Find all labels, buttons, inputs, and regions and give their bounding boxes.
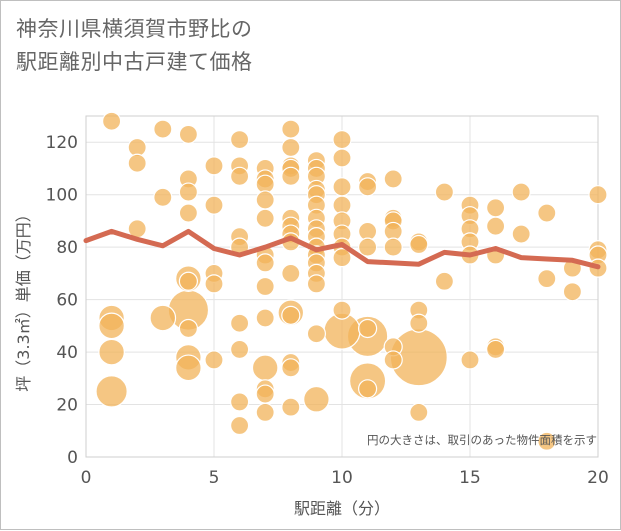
title-line-2: 駅距離別中古戸建て価格 [16, 50, 253, 74]
bubble-point [511, 182, 531, 202]
y-tick-label: 60 [56, 291, 78, 311]
bubble-point [306, 324, 326, 344]
bubble-point [486, 339, 506, 360]
bubble-point [255, 253, 275, 273]
average-line [83, 228, 601, 270]
bubble-point [204, 274, 224, 294]
bubble-point [230, 166, 250, 186]
bubble-point [383, 169, 403, 189]
bubble-point [409, 402, 429, 423]
bubble-point [358, 237, 378, 257]
bubble-point [127, 153, 147, 173]
y-axis-ticks: 0 20 40 60 80 100 120 [46, 133, 78, 468]
bubble-point [303, 385, 330, 413]
bubble-point [332, 148, 352, 168]
bubble-point [230, 339, 250, 360]
bubble-point [511, 224, 531, 244]
bubble-point [332, 130, 352, 150]
bubble-point [358, 379, 378, 399]
bubble-point [178, 124, 198, 144]
bubble-point [98, 312, 125, 340]
bubble-point [332, 177, 352, 197]
bubble-point [255, 402, 275, 423]
bubble-point [358, 318, 378, 339]
bubble-point [281, 166, 301, 186]
y-tick-label: 20 [56, 396, 78, 416]
bubble-point [434, 271, 454, 291]
y-tick-label: 120 [46, 133, 78, 153]
bubble-point [251, 354, 279, 382]
bubble-point [230, 415, 250, 436]
x-axis-title: 駅距離（分） [294, 499, 390, 518]
bubble-point [358, 177, 378, 197]
x-tick-label: 15 [459, 468, 481, 488]
bubble-point [537, 203, 557, 223]
bubble-point [255, 384, 275, 404]
bubble-point [178, 203, 198, 223]
y-tick-label: 0 [67, 448, 78, 468]
bubble-point [255, 308, 275, 328]
bubble-point [537, 431, 557, 451]
bubble-point [409, 234, 429, 255]
bubble-point [255, 276, 275, 297]
bubble-point [537, 269, 557, 289]
bubble-point [281, 358, 301, 378]
bubble-point [230, 392, 250, 412]
x-tick-label: 5 [209, 468, 220, 488]
bubbles [95, 111, 608, 451]
bubble-point [332, 248, 352, 268]
bubble-point [204, 350, 224, 370]
bubble-point [230, 313, 250, 333]
bubble-point [383, 350, 403, 370]
y-axis-title: 坪（3.3㎡）単価（万円） [14, 206, 33, 391]
bubble-point [204, 195, 224, 215]
bubble-point [204, 156, 224, 176]
bubble-point [486, 198, 506, 218]
bubble-point [230, 130, 250, 150]
bubble-point [149, 304, 177, 332]
bubble-point [486, 216, 506, 236]
x-tick-label: 20 [587, 468, 609, 488]
bubble-point [281, 305, 301, 325]
x-axis-ticks: 0 5 10 15 20 [81, 468, 609, 488]
y-tick-label: 100 [46, 186, 78, 206]
bubble-point [153, 187, 173, 207]
bubble-point [281, 137, 301, 158]
y-tick-label: 40 [56, 343, 78, 363]
bubble-point [306, 274, 326, 294]
bubble-point [562, 282, 583, 302]
bubble-size-note: 円の大きさは、取引のあった物件面積を示す [367, 433, 597, 447]
bubble-point [255, 208, 275, 228]
bubble-point [178, 182, 198, 202]
bubble-point [95, 375, 128, 408]
x-tick-label: 0 [81, 468, 92, 488]
bubble-point [175, 354, 202, 382]
bubble-point [153, 119, 173, 139]
bubble-point [255, 190, 275, 210]
bubble-point [178, 271, 198, 291]
x-tick-label: 10 [331, 468, 353, 488]
plot-border [85, 115, 599, 458]
bubble-point [383, 237, 403, 257]
bubble-point [588, 185, 608, 205]
bubble-point [98, 338, 125, 366]
bubble-point [332, 300, 352, 320]
bubble-point [460, 350, 480, 370]
y-tick-label: 80 [56, 238, 78, 258]
chart-title: 神奈川県横須賀市野比の 駅距離別中古戸建て価格 [16, 13, 253, 79]
title-line-1: 神奈川県横須賀市野比の [16, 17, 253, 41]
bubble-point [101, 111, 122, 131]
bubble-point [434, 182, 454, 202]
bubble-point [178, 318, 198, 339]
bubble-point [281, 397, 301, 417]
bubble-point [281, 263, 301, 283]
bubble-point [409, 313, 429, 333]
bubble-point [281, 119, 301, 139]
